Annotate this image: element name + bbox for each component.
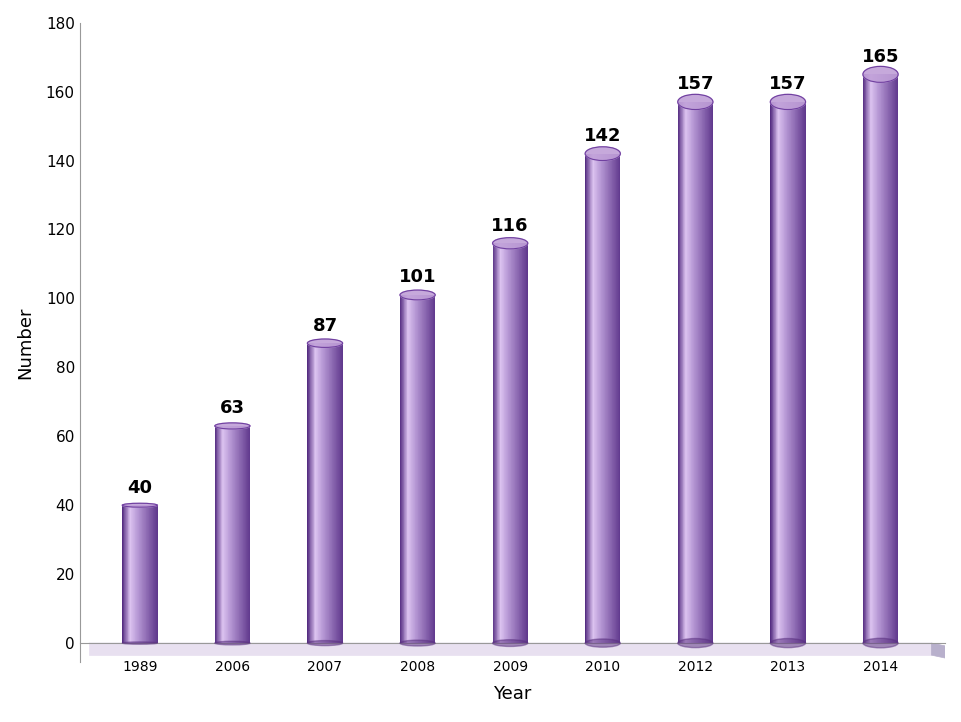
- Ellipse shape: [770, 638, 804, 648]
- Ellipse shape: [770, 95, 804, 110]
- Polygon shape: [930, 643, 961, 662]
- Text: 63: 63: [220, 399, 245, 417]
- Ellipse shape: [308, 339, 342, 347]
- Ellipse shape: [308, 640, 342, 645]
- Ellipse shape: [400, 290, 434, 300]
- X-axis label: Year: Year: [493, 685, 531, 703]
- Ellipse shape: [122, 642, 158, 644]
- Ellipse shape: [862, 638, 898, 648]
- Text: 116: 116: [491, 217, 529, 235]
- Ellipse shape: [122, 503, 158, 507]
- Ellipse shape: [492, 238, 528, 249]
- Ellipse shape: [862, 66, 898, 82]
- Ellipse shape: [678, 638, 712, 648]
- Ellipse shape: [492, 640, 528, 646]
- Text: 157: 157: [676, 75, 713, 93]
- Ellipse shape: [584, 147, 620, 160]
- Text: 165: 165: [861, 48, 899, 66]
- Text: 87: 87: [312, 317, 337, 334]
- Ellipse shape: [400, 640, 434, 646]
- Text: 101: 101: [399, 269, 436, 287]
- Ellipse shape: [678, 95, 712, 110]
- Polygon shape: [88, 643, 961, 650]
- Y-axis label: Number: Number: [16, 306, 35, 378]
- Text: 157: 157: [769, 75, 806, 93]
- Ellipse shape: [214, 641, 250, 645]
- Text: 40: 40: [127, 479, 152, 497]
- Text: 142: 142: [583, 127, 621, 145]
- Ellipse shape: [214, 423, 250, 429]
- Ellipse shape: [584, 639, 620, 647]
- Polygon shape: [88, 643, 930, 655]
